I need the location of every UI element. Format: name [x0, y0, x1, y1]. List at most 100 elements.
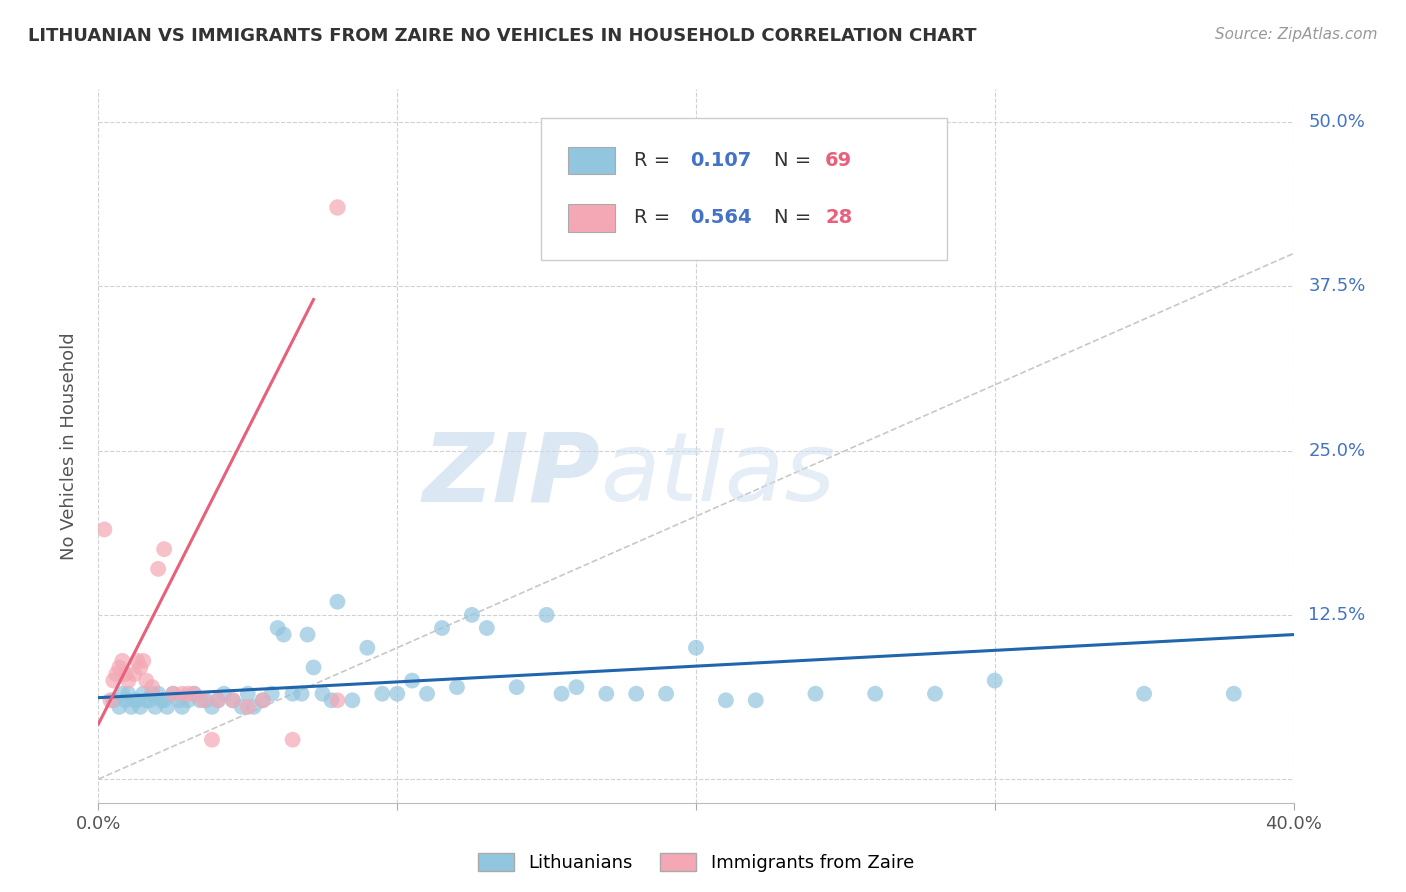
Point	[302, 660, 325, 674]
Point	[416, 687, 439, 701]
Point	[103, 673, 125, 688]
Point	[135, 693, 157, 707]
Point	[207, 693, 229, 707]
Point	[183, 687, 205, 701]
Point	[124, 693, 146, 707]
Text: 12.5%: 12.5%	[1309, 606, 1365, 624]
Point	[132, 654, 155, 668]
Point	[356, 640, 378, 655]
Point	[177, 693, 200, 707]
Text: 28: 28	[825, 208, 852, 227]
Point	[550, 687, 572, 701]
Point	[127, 693, 149, 707]
Point	[138, 693, 160, 707]
Point	[120, 699, 142, 714]
Point	[201, 699, 224, 714]
Point	[129, 660, 152, 674]
Text: 69: 69	[825, 151, 852, 170]
Point	[156, 699, 179, 714]
FancyBboxPatch shape	[568, 203, 614, 232]
Point	[236, 699, 259, 714]
Point	[143, 699, 166, 714]
Point	[804, 687, 827, 701]
Point	[177, 687, 200, 701]
Point	[273, 627, 295, 641]
Point	[655, 687, 678, 701]
Point	[207, 693, 229, 707]
Point	[1133, 687, 1156, 701]
Point	[865, 687, 887, 701]
Point	[401, 673, 423, 688]
Text: ZIP: ZIP	[422, 428, 600, 521]
Text: R =: R =	[634, 151, 676, 170]
Text: LITHUANIAN VS IMMIGRANTS FROM ZAIRE NO VEHICLES IN HOUSEHOLD CORRELATION CHART: LITHUANIAN VS IMMIGRANTS FROM ZAIRE NO V…	[28, 27, 977, 45]
Point	[135, 673, 157, 688]
Point	[141, 687, 163, 701]
Point	[183, 687, 205, 701]
Point	[236, 687, 259, 701]
Legend: Lithuanians, Immigrants from Zaire: Lithuanians, Immigrants from Zaire	[471, 846, 921, 880]
Point	[108, 699, 131, 714]
Point	[114, 667, 136, 681]
Y-axis label: No Vehicles in Household: No Vehicles in Household	[59, 332, 77, 560]
Point	[267, 621, 290, 635]
Point	[281, 732, 304, 747]
Point	[260, 687, 283, 701]
Point	[162, 687, 184, 701]
Point	[595, 687, 617, 701]
Point	[1223, 687, 1246, 701]
Text: 50.0%: 50.0%	[1309, 113, 1365, 131]
Text: atlas: atlas	[600, 428, 835, 521]
Point	[117, 687, 139, 701]
Point	[983, 673, 1005, 688]
Point	[475, 621, 498, 635]
Point	[326, 693, 349, 707]
Text: 37.5%: 37.5%	[1309, 277, 1365, 295]
Point	[385, 687, 409, 701]
Point	[243, 699, 266, 714]
Point	[153, 542, 176, 557]
Point	[536, 607, 558, 622]
Point	[506, 680, 529, 694]
Point	[565, 680, 588, 694]
Point	[326, 201, 349, 215]
Point	[93, 523, 115, 537]
Point	[105, 667, 128, 681]
Point	[222, 693, 245, 707]
Point	[148, 687, 170, 701]
Point	[685, 640, 707, 655]
Text: 0.107: 0.107	[690, 151, 751, 170]
Point	[212, 687, 235, 701]
Point	[371, 687, 394, 701]
Point	[148, 562, 170, 576]
Text: 25.0%: 25.0%	[1309, 442, 1365, 459]
Point	[111, 687, 134, 701]
Point	[231, 699, 253, 714]
Point	[111, 654, 134, 668]
Point	[124, 667, 146, 681]
Point	[172, 699, 194, 714]
Point	[129, 699, 152, 714]
Point	[290, 687, 312, 701]
Point	[446, 680, 468, 694]
Point	[924, 687, 946, 701]
Text: N =: N =	[773, 208, 817, 227]
Point	[132, 687, 155, 701]
Point	[191, 693, 214, 707]
Point	[172, 687, 194, 701]
Point	[714, 693, 737, 707]
Point	[326, 595, 349, 609]
Point	[281, 687, 304, 701]
Point	[342, 693, 364, 707]
Point	[311, 687, 333, 701]
Point	[201, 732, 224, 747]
Text: Source: ZipAtlas.com: Source: ZipAtlas.com	[1215, 27, 1378, 42]
Text: R =: R =	[634, 208, 676, 227]
Point	[321, 693, 343, 707]
Text: N =: N =	[773, 151, 817, 170]
Point	[103, 693, 125, 707]
Point	[430, 621, 453, 635]
Point	[141, 680, 163, 694]
Point	[297, 627, 319, 641]
Point	[624, 687, 647, 701]
